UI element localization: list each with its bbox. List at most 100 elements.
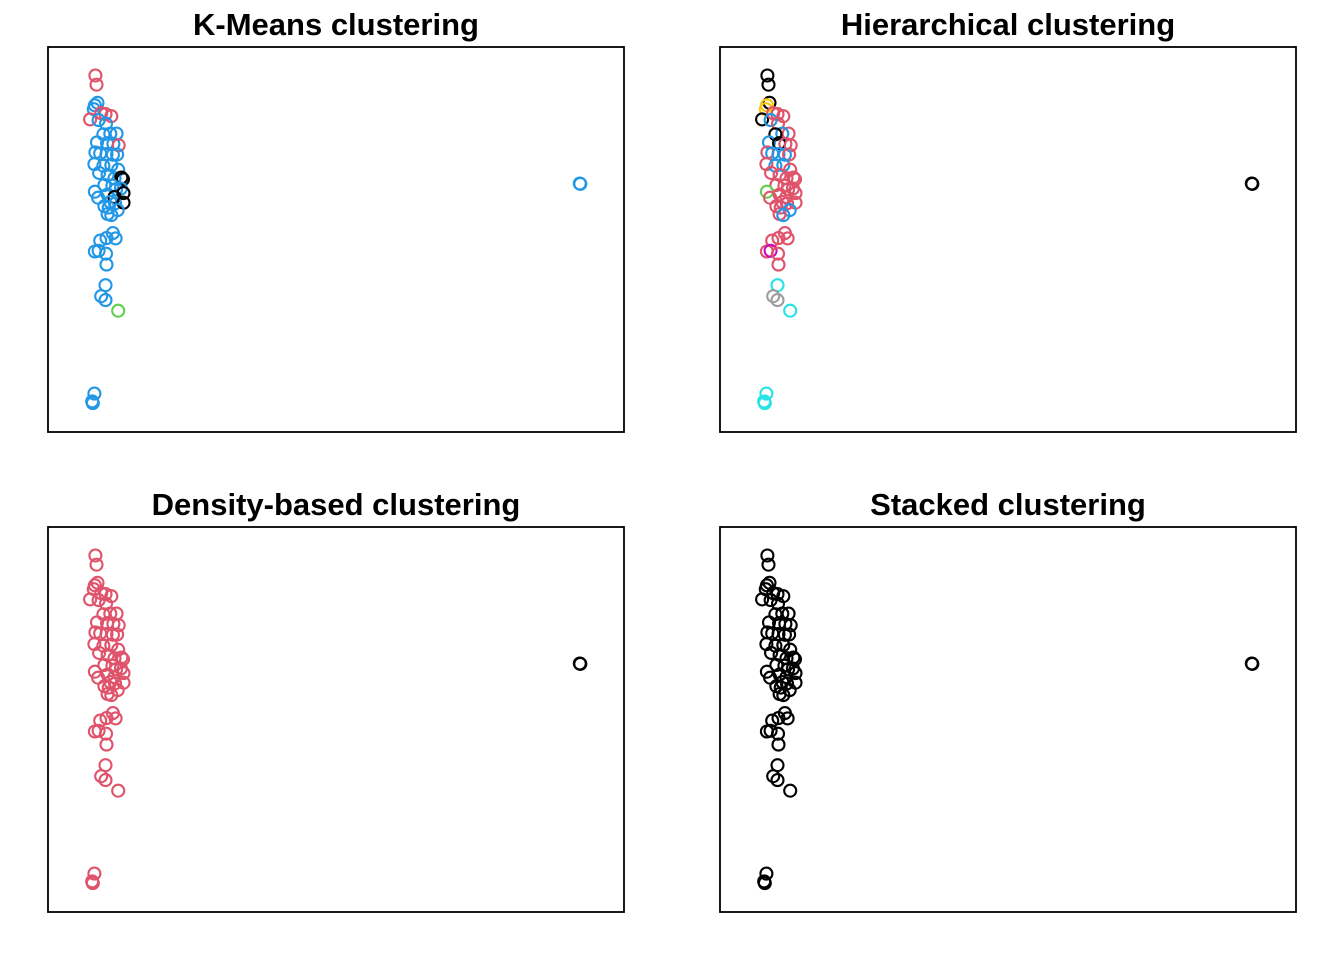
- data-point: [98, 726, 114, 741]
- data-point: [759, 386, 774, 401]
- points-stacked: [755, 548, 1260, 891]
- data-point: [782, 627, 797, 642]
- data-point: [92, 165, 107, 180]
- plot-frame-stacked: [719, 526, 1297, 913]
- data-point: [573, 656, 588, 671]
- data-point: [783, 303, 798, 318]
- data-point: [108, 231, 123, 246]
- data-point: [99, 231, 114, 246]
- data-point: [101, 200, 116, 215]
- data-point: [89, 77, 104, 92]
- data-point: [99, 257, 114, 272]
- data-point: [111, 783, 126, 798]
- data-point: [769, 177, 784, 193]
- data-point: [777, 147, 792, 162]
- data-point: [93, 233, 108, 248]
- data-point: [766, 289, 781, 304]
- data-point: [782, 147, 797, 162]
- data-point: [110, 147, 125, 162]
- data-point: [115, 172, 131, 187]
- data-point: [787, 652, 803, 667]
- points-density: [83, 548, 588, 891]
- data-point: [110, 627, 125, 642]
- data-point: [98, 293, 113, 308]
- data-point: [788, 666, 803, 681]
- data-point: [788, 186, 803, 201]
- data-point: [105, 147, 120, 162]
- data-point: [91, 113, 106, 128]
- data-point: [89, 557, 104, 572]
- data-point: [116, 666, 131, 681]
- plot-frame-density: [47, 526, 625, 913]
- panel-title-kmeans: K-Means clustering: [193, 7, 479, 42]
- data-point: [771, 257, 786, 272]
- data-point: [757, 876, 772, 891]
- data-point: [760, 548, 775, 563]
- data-point: [87, 386, 102, 401]
- data-point: [780, 711, 795, 726]
- data-point: [783, 783, 798, 798]
- data-point: [93, 713, 108, 728]
- data-point: [776, 688, 791, 703]
- panel-title-density: Density-based clustering: [152, 487, 521, 522]
- panel-title-hierarchical: Hierarchical clustering: [841, 7, 1175, 42]
- data-point: [98, 246, 114, 261]
- data-point: [777, 627, 792, 642]
- data-point: [770, 246, 786, 261]
- data-point: [83, 112, 98, 127]
- data-point: [83, 592, 98, 607]
- data-point: [85, 876, 100, 891]
- data-point: [94, 769, 109, 784]
- data-point: [771, 231, 786, 246]
- data-point: [88, 68, 103, 83]
- data-point: [770, 293, 785, 308]
- data-point: [761, 557, 776, 572]
- data-point: [765, 233, 780, 248]
- panel-stacked: Stacked clustering: [719, 487, 1297, 913]
- panel-kmeans: K-Means clustering: [47, 7, 625, 433]
- plot-frame-kmeans: [47, 46, 625, 433]
- points-kmeans: [83, 68, 588, 411]
- data-point: [105, 627, 120, 642]
- data-point: [573, 176, 588, 191]
- data-point: [104, 208, 119, 223]
- data-point: [771, 711, 786, 726]
- data-point: [91, 243, 106, 258]
- data-point: [764, 165, 779, 180]
- data-point: [761, 77, 776, 92]
- data-point: [771, 737, 786, 752]
- data-point: [91, 593, 106, 608]
- data-point: [111, 303, 126, 318]
- data-point: [787, 172, 803, 187]
- data-point: [763, 113, 778, 128]
- data-point: [91, 723, 106, 738]
- data-point: [85, 396, 100, 411]
- data-point: [780, 231, 795, 246]
- data-point: [765, 713, 780, 728]
- data-point: [769, 657, 784, 673]
- data-point: [104, 688, 119, 703]
- data-point: [760, 68, 775, 83]
- data-point: [1245, 656, 1260, 671]
- data-point: [116, 186, 131, 201]
- panel-hierarchical: Hierarchical clustering: [719, 7, 1297, 433]
- data-point: [773, 680, 788, 695]
- panel-title-stacked: Stacked clustering: [870, 487, 1146, 522]
- data-point: [88, 548, 103, 563]
- plot-frame-hierarchical: [719, 46, 1297, 433]
- points-hierarchical: [755, 68, 1260, 411]
- data-point: [755, 592, 770, 607]
- data-point: [755, 112, 770, 127]
- data-point: [776, 208, 791, 223]
- data-point: [115, 652, 131, 667]
- data-point: [764, 645, 779, 660]
- data-point: [770, 773, 785, 788]
- data-point: [97, 657, 112, 673]
- data-point: [108, 711, 123, 726]
- data-point: [766, 769, 781, 784]
- data-point: [757, 396, 772, 411]
- data-point: [87, 866, 102, 881]
- data-point: [1245, 176, 1260, 191]
- data-point: [763, 243, 778, 258]
